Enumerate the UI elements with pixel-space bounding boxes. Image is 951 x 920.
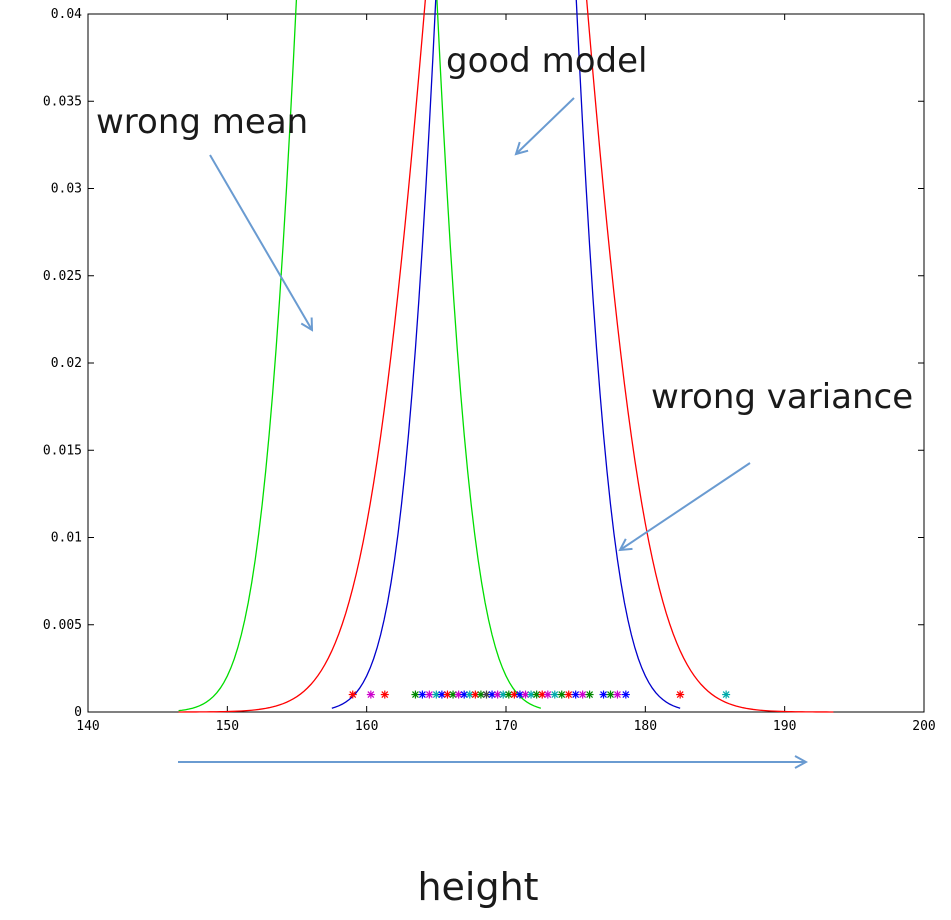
sample-point xyxy=(437,690,446,699)
x-tick-label: 190 xyxy=(773,719,796,734)
sample-point xyxy=(476,690,485,699)
sample-point xyxy=(366,690,375,699)
sample-point xyxy=(380,690,389,699)
sample-point xyxy=(411,690,420,699)
annotation-wrong-mean-arrow xyxy=(209,154,312,330)
plot-frame xyxy=(87,13,925,713)
series-line-3 xyxy=(178,0,834,713)
annotation-wrong-variance-arrow xyxy=(620,462,751,550)
y-tick-label: 0 xyxy=(74,705,82,720)
x-tick-label: 200 xyxy=(912,719,935,734)
y-tick-label: 0.04 xyxy=(51,7,82,22)
sample-point xyxy=(564,690,573,699)
sample-point xyxy=(443,690,452,699)
y-tick-label: 0.015 xyxy=(43,443,82,458)
sample-point xyxy=(571,690,580,699)
sample-point xyxy=(578,690,587,699)
x-axis: 140 150 160 170 180 190 200 xyxy=(76,14,936,734)
y-tick-label: 0.035 xyxy=(43,94,82,109)
annotation-wrong-variance-label: wrong variance xyxy=(651,377,913,417)
sample-point xyxy=(418,690,427,699)
annotation-good-model-arrow xyxy=(516,97,575,154)
samples xyxy=(348,690,731,699)
sample-point xyxy=(599,690,608,699)
x-tick-label: 160 xyxy=(355,719,378,734)
y-tick-label: 0.02 xyxy=(51,356,82,371)
x-tick-label: 170 xyxy=(494,719,517,734)
curves xyxy=(178,0,834,713)
series-line-1 xyxy=(178,0,542,712)
sample-point xyxy=(348,690,357,699)
series-line-2 xyxy=(331,0,681,709)
x-axis-title: height xyxy=(417,865,538,909)
annotation-wrong-variance: wrong variance xyxy=(620,377,913,550)
y-tick-label: 0.01 xyxy=(51,531,82,546)
sample-point xyxy=(557,690,566,699)
x-tick-label: 140 xyxy=(76,719,99,734)
sample-point xyxy=(471,690,480,699)
sample-point xyxy=(532,690,541,699)
sample-point xyxy=(425,690,434,699)
sample-point xyxy=(550,690,559,699)
sample-point xyxy=(432,690,441,699)
x-tick-label: 150 xyxy=(216,719,239,734)
annotation-good-model: good model xyxy=(446,41,647,154)
sample-point xyxy=(621,690,630,699)
sample-point xyxy=(585,690,594,699)
annotation-wrong-mean-label: wrong mean xyxy=(96,102,308,142)
sample-point xyxy=(606,690,615,699)
sample-point xyxy=(676,690,685,699)
y-axis: 0 0.005 0.01 0.015 0.02 0.025 0.03 0.035 0.04 xyxy=(43,7,924,720)
y-tick-label: 0.03 xyxy=(51,182,82,197)
annotation-wrong-mean: wrong mean xyxy=(96,102,312,330)
y-tick-label: 0.025 xyxy=(43,269,82,284)
sample-point xyxy=(543,690,552,699)
sample-point xyxy=(613,690,622,699)
sample-point xyxy=(722,690,731,699)
y-tick-label: 0.005 xyxy=(43,618,82,633)
annotation-good-model-label: good model xyxy=(446,41,647,81)
x-tick-label: 180 xyxy=(634,719,657,734)
